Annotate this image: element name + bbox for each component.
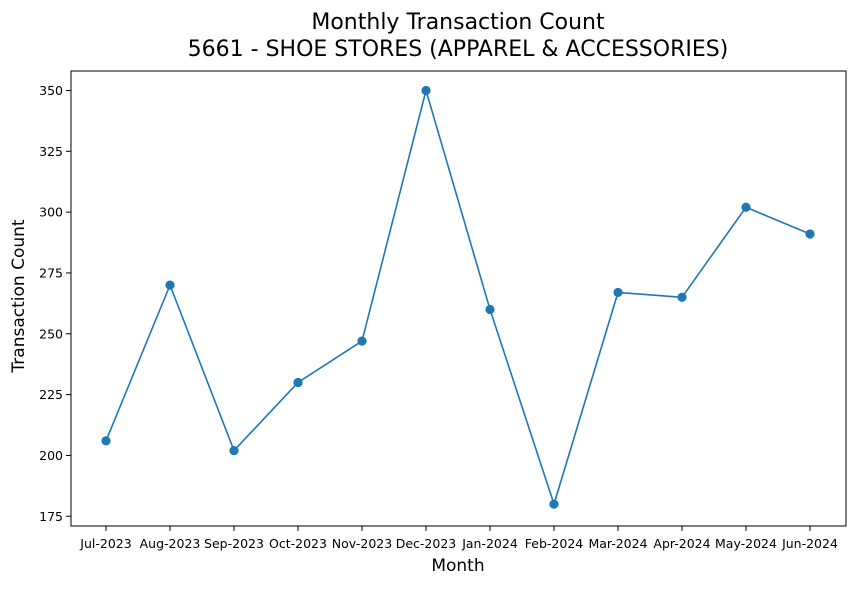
- data-point-may-2024: [741, 202, 751, 212]
- data-point-jan-2024: [485, 304, 495, 315]
- data-point-dec-2023: [421, 85, 431, 96]
- chart-title-line-2: 5661 - SHOE STORES (APPAREL & ACCESSORIE…: [188, 37, 729, 62]
- x-tick-label: Jul-2023: [79, 536, 131, 551]
- chart-title-line-1: Monthly Transaction Count: [311, 10, 605, 35]
- x-tick-label: Mar-2024: [588, 536, 647, 551]
- plot-frame: [70, 70, 847, 527]
- x-tick-label: Nov-2023: [332, 536, 392, 551]
- data-point-apr-2024: [677, 292, 687, 302]
- data-point-jul-2023: [101, 436, 111, 446]
- series-line: [105, 89, 811, 505]
- plot-area: 175 200 225 250 275 300 325 350 Jul-2023 Aug-2023…: [39, 70, 847, 551]
- x-tick-label: Jun-2024: [781, 536, 838, 551]
- x-tick-label: Jan-2024: [461, 536, 518, 551]
- data-point-jun-2024: [805, 229, 815, 239]
- x-tick-label: Dec-2023: [396, 536, 457, 551]
- y-axis-label: Transaction Count: [9, 219, 29, 373]
- y-tick-label: 225: [39, 387, 63, 402]
- data-point-nov-2023: [357, 336, 367, 346]
- x-tick-label: Aug-2023: [140, 536, 201, 551]
- y-tick-label: 275: [39, 265, 63, 280]
- x-axis-label: Month: [431, 556, 484, 576]
- data-point-aug-2023: [165, 280, 175, 290]
- data-point-feb-2024: [549, 499, 559, 509]
- y-tick-label: 325: [39, 144, 63, 159]
- x-tick-label: May-2024: [715, 536, 777, 551]
- y-tick-label: 300: [39, 205, 63, 220]
- x-tick-label: Apr-2024: [653, 536, 710, 551]
- x-tick-label: Feb-2024: [525, 536, 584, 551]
- data-point-sep-2023: [229, 445, 239, 456]
- x-tick-label: Sep-2023: [204, 536, 264, 551]
- y-tick-label: 250: [39, 326, 63, 341]
- y-tick-label: 350: [39, 83, 63, 98]
- data-point-oct-2023: [293, 377, 303, 388]
- y-tick-label: 175: [39, 509, 63, 524]
- x-tick-label: Oct-2023: [269, 536, 327, 551]
- y-tick-label: 200: [39, 448, 63, 463]
- data-point-mar-2024: [613, 287, 623, 298]
